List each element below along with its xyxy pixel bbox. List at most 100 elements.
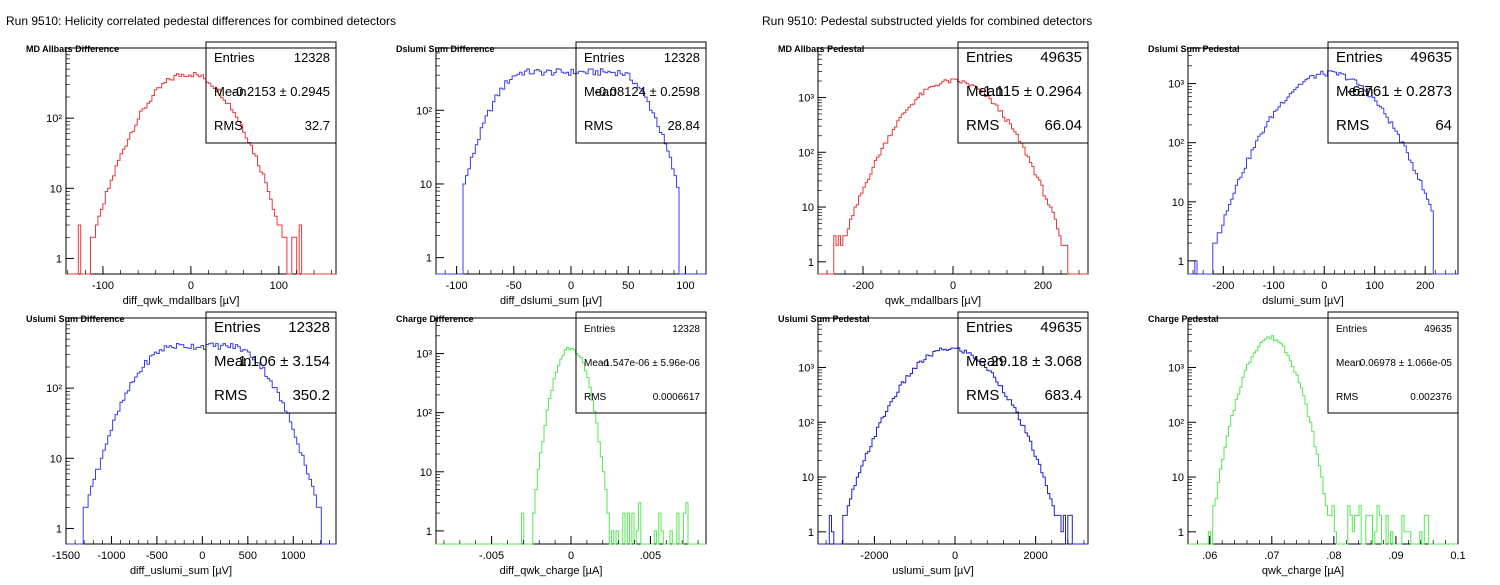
histogram-series-line (818, 347, 1088, 545)
histogram-panel-md-allbars-difference: MD Allbars Difference -100 0 100 1 10 10² diff_… (0, 38, 370, 308)
x-tick-label: -50 (506, 280, 522, 292)
x-tick-label: 0 (950, 280, 956, 292)
stats-rms-value: 64 (1435, 117, 1452, 134)
y-tick-label: 10³ (1168, 362, 1184, 374)
stats-mean-value: -0.2153 ± 0.2945 (232, 84, 330, 99)
x-tick-label: 0 (952, 550, 958, 562)
histogram-series-line (436, 346, 706, 545)
x-axis-label: diff_dslumi_sum [µV] (500, 295, 602, 307)
histogram-panel-dslumi-sum-pedestal: Dslumi Sum Pedestal -200 -100 0 100 200 1 10 10²… (1122, 38, 1492, 308)
stats-box (575, 311, 707, 414)
x-tick-label: -2000 (860, 550, 888, 562)
histogram-panel-charge-pedestal: Charge Pedestal .06 .07 .08 .09 0.1 1 10 10² 10³ q… (1122, 308, 1492, 578)
x-tick-label: .09 (1388, 550, 1403, 562)
stats-rms-label: RMS (1336, 117, 1369, 134)
stats-mean-value: -0.08124 ± 0.2598 (595, 84, 700, 99)
histogram-series-line (66, 342, 336, 545)
stats-rms-value: 28.84 (667, 118, 700, 133)
y-tick-label: 10 (50, 183, 62, 195)
y-tick-label: 10² (46, 383, 62, 395)
plot-frame (65, 47, 337, 275)
histogram-title: Uslumi Sum Difference (26, 314, 125, 324)
y-tick-label: 10 (1172, 472, 1184, 484)
y-tick-label: 1 (808, 257, 814, 269)
stats-entries-value: 12328 (288, 319, 330, 336)
stats-rms-label: RMS (1336, 392, 1359, 403)
x-tick-label: 100 (270, 280, 288, 292)
x-tick-label: 0 (568, 280, 574, 292)
x-tick-label: -500 (146, 550, 168, 562)
stats-mean-value: 29.18 ± 3.068 (990, 353, 1082, 370)
histogram-title: Charge Difference (396, 314, 474, 324)
histogram-panel-dslumi-sum-difference: Dslumi Sum Difference -100 -50 0 50 100 1 10 10²… (370, 38, 740, 308)
stats-mean-value: -6.761 ± 0.2873 (1347, 83, 1452, 100)
x-tick-label: -100 (446, 280, 468, 292)
y-tick-label: 1 (808, 527, 814, 539)
stats-rms-label: RMS (214, 387, 247, 404)
y-tick-label: 1 (1178, 256, 1184, 268)
stats-rms-label: RMS (966, 387, 999, 404)
histogram-title: MD Allbars Pedestal (778, 44, 864, 54)
stats-entries-label: Entries (966, 319, 1013, 336)
stats-mean-label: Mean (214, 84, 247, 99)
stats-entries-label: Entries (584, 50, 625, 65)
stats-rms-value: 0.0006617 (653, 392, 701, 403)
stats-entries-value: 49635 (1424, 324, 1452, 335)
stats-rms-label: RMS (584, 118, 613, 133)
x-tick-label: 0 (199, 550, 205, 562)
histogram-title: Uslumi Sum Pedestal (778, 314, 870, 324)
y-tick-label: 10 (802, 472, 814, 484)
stats-rms-label: RMS (966, 117, 999, 134)
stats-entries-label: Entries (584, 324, 615, 335)
x-tick-label: -200 (1212, 280, 1234, 292)
stats-entries-value: 49635 (1040, 49, 1082, 66)
x-tick-label: 500 (239, 550, 257, 562)
x-axis-label: qwk_mdallbars [µV] (885, 295, 981, 307)
histogram-series-line (66, 72, 336, 275)
y-tick-label: 1 (426, 526, 432, 538)
x-tick-label: .005 (640, 550, 661, 562)
stats-entries-value: 49635 (1410, 49, 1452, 66)
y-tick-label: 10 (420, 467, 432, 479)
y-tick-label: 10² (1168, 138, 1184, 150)
x-tick-label: 100 (1366, 280, 1384, 292)
y-tick-label: 10² (1168, 417, 1184, 429)
x-tick-label: 200 (1034, 280, 1052, 292)
histogram-title: Dslumi Sum Pedestal (1148, 44, 1240, 54)
stats-box (205, 311, 337, 414)
y-tick-label: 10² (416, 408, 432, 420)
stats-mean-label: Mean (966, 353, 1004, 370)
y-tick-label: 10² (798, 147, 814, 159)
x-tick-label: 0 (1321, 280, 1327, 292)
y-tick-label: 1 (56, 253, 62, 265)
y-tick-label: 10 (420, 179, 432, 191)
x-tick-label: -100 (92, 280, 114, 292)
histogram-svg: Charge Pedestal .06 .07 .08 .09 0.1 1 10 10² 10³ q… (1148, 311, 1466, 577)
x-tick-label: -100 (1263, 280, 1285, 292)
stats-box (957, 311, 1089, 414)
x-tick-label: .08 (1326, 550, 1341, 562)
x-tick-label: 0 (188, 280, 194, 292)
y-tick-label: 10³ (798, 362, 814, 374)
histogram-series-line (1188, 335, 1458, 545)
stats-mean-value: 1.106 ± 3.154 (238, 353, 330, 370)
x-tick-label: 0.1 (1450, 550, 1465, 562)
stats-box (957, 41, 1089, 144)
stats-entries-label: Entries (214, 319, 261, 336)
stats-box (1327, 41, 1459, 144)
y-tick-label: 10² (416, 105, 432, 117)
x-tick-label: 100 (676, 280, 694, 292)
histogram-panel-md-allbars-pedestal: MD Allbars Pedestal -200 0 200 1 10 10² 10³ qwk_… (752, 38, 1122, 308)
x-axis-label: uslumi_sum [µV] (892, 565, 974, 577)
stats-rms-label: RMS (584, 392, 607, 403)
histogram-svg: MD Allbars Difference -100 0 100 1 10 10² diff_… (26, 41, 337, 307)
stats-box (205, 41, 337, 144)
stats-mean-label: Mean (214, 353, 252, 370)
stats-mean-label: Mean (584, 84, 617, 99)
x-axis-label: qwk_charge [µA] (1262, 565, 1344, 577)
histogram-svg: MD Allbars Pedestal -200 0 200 1 10 10² 10³ qwk_… (778, 41, 1089, 307)
stats-entries-value: 49635 (1040, 319, 1082, 336)
histogram-svg: Dslumi Sum Pedestal -200 -100 0 100 200 1 10 10²… (1148, 41, 1459, 307)
stats-entries-value: 12328 (672, 324, 700, 335)
x-axis-label: diff_qwk_mdallbars [µV] (123, 295, 240, 307)
